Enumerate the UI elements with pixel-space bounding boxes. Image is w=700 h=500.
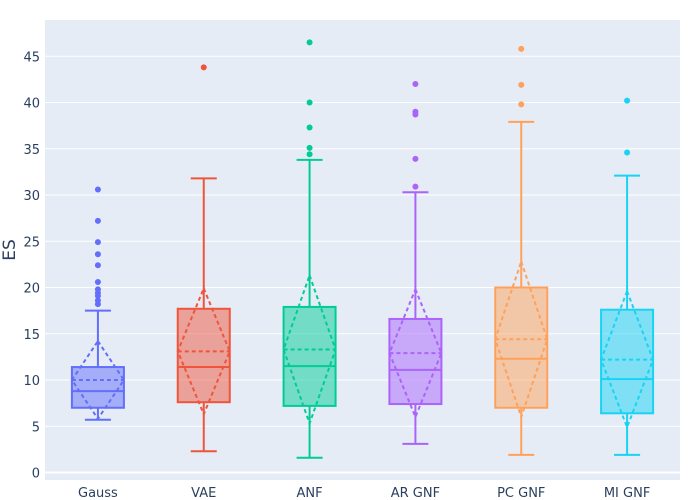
y-axis-title: ES: [0, 239, 20, 261]
x-tick-label: MI GNF: [604, 486, 650, 500]
outlier-point: [518, 81, 525, 88]
iqr-box: [70, 366, 125, 409]
x-tick-label: Gauss: [78, 486, 118, 500]
y-tick-label: 5: [32, 420, 40, 435]
outlier-point: [200, 64, 207, 71]
outlier-point: [306, 39, 313, 46]
y-tick-label: 10: [23, 374, 40, 389]
sd-diamond: [70, 339, 126, 421]
outlier-point: [306, 151, 313, 158]
x-tick-label: ANF: [297, 486, 323, 500]
outlier-point: [306, 99, 313, 106]
sd-diamond: [388, 286, 443, 420]
box-layer: [70, 39, 655, 459]
outlier-point: [306, 124, 313, 131]
y-tick-label: 20: [23, 282, 40, 297]
iqr-box: [494, 286, 549, 409]
outlier-point: [94, 297, 101, 304]
x-tick-label: AR GNF: [391, 486, 440, 500]
iqr-box: [176, 307, 231, 404]
box-group: [494, 45, 549, 456]
outlier-point: [94, 251, 101, 258]
outlier-point: [518, 45, 525, 52]
iqr-box: [600, 308, 655, 415]
y-tick-label: 45: [23, 50, 40, 65]
iqr-box: [282, 305, 337, 407]
plot-background: [45, 20, 680, 480]
outlier-point: [412, 155, 419, 162]
outlier-point: [94, 186, 101, 193]
grid-layer: [45, 55, 680, 474]
y-tick-label: 0: [32, 467, 40, 482]
outlier-point: [94, 286, 101, 293]
box-group: [388, 81, 443, 445]
box-group: [282, 39, 337, 459]
outlier-point: [518, 101, 525, 108]
outlier-point: [94, 278, 101, 285]
outlier-point: [94, 217, 101, 224]
y-tick-label: 15: [23, 328, 40, 343]
box-group: [600, 97, 655, 456]
outlier-point: [94, 262, 101, 269]
iqr-box: [388, 317, 443, 406]
outlier-point: [412, 183, 419, 190]
outlier-point: [624, 149, 631, 156]
outlier-point: [412, 81, 419, 87]
outlier-point: [94, 239, 101, 246]
sd-diamond: [494, 258, 549, 421]
sd-diamond: [282, 272, 337, 427]
y-tick-labels: 0 5 10 15 20 25 30 35 40 45: [23, 50, 40, 481]
x-tick-label: PC GNF: [497, 486, 545, 500]
outlier-point: [412, 108, 419, 115]
x-tick-label: VAE: [191, 486, 216, 500]
box-group: [176, 64, 231, 453]
y-tick-label: 25: [23, 235, 40, 250]
y-tick-label: 35: [23, 143, 40, 158]
outlier-point: [624, 97, 631, 104]
y-tick-label: 40: [23, 97, 40, 112]
outlier-point: [306, 144, 313, 151]
y-tick-label: 30: [23, 189, 40, 204]
x-tick-labels: Gauss VAE ANF AR GNF PC GNF MI GNF: [78, 486, 650, 500]
sd-diamond: [176, 285, 231, 417]
box-group: [70, 186, 126, 421]
